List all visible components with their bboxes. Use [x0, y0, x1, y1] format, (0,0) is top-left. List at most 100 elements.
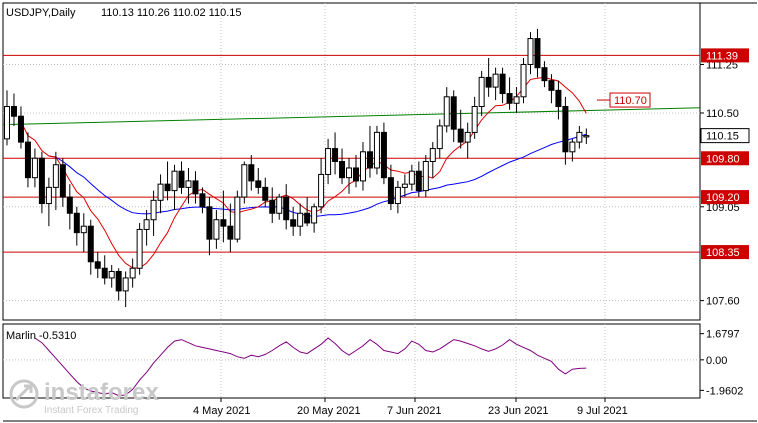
- candle[interactable]: [527, 32, 534, 75]
- level-label: 111.39: [701, 48, 749, 63]
- candle-body: [283, 196, 290, 221]
- candle[interactable]: [429, 142, 436, 178]
- moving-averages: [20, 76, 587, 269]
- candle[interactable]: [122, 271, 129, 308]
- candle[interactable]: [541, 61, 548, 88]
- candle[interactable]: [45, 177, 52, 227]
- candle[interactable]: [31, 148, 38, 188]
- candle[interactable]: [164, 161, 171, 201]
- candle[interactable]: [234, 190, 241, 243]
- candle[interactable]: [269, 187, 276, 223]
- candle[interactable]: [506, 77, 513, 110]
- candle[interactable]: [206, 197, 213, 256]
- candles[interactable]: [4, 28, 590, 308]
- candle[interactable]: [73, 206, 80, 246]
- candle[interactable]: [241, 161, 248, 204]
- candle[interactable]: [192, 171, 199, 204]
- candle[interactable]: [157, 174, 164, 214]
- candle[interactable]: [94, 252, 101, 278]
- candle[interactable]: [143, 210, 150, 246]
- candle[interactable]: [283, 184, 290, 230]
- candle[interactable]: [339, 148, 346, 185]
- candle[interactable]: [520, 57, 527, 104]
- candle[interactable]: [436, 119, 443, 159]
- candle[interactable]: [387, 164, 394, 211]
- candle[interactable]: [220, 190, 227, 243]
- candle[interactable]: [359, 142, 366, 191]
- candle[interactable]: [24, 132, 31, 188]
- candle[interactable]: [478, 70, 485, 117]
- candle[interactable]: [171, 164, 178, 211]
- candle[interactable]: [297, 203, 304, 236]
- candle[interactable]: [4, 90, 10, 146]
- candle[interactable]: [311, 203, 318, 233]
- candle[interactable]: [115, 268, 122, 301]
- candle[interactable]: [136, 222, 143, 275]
- candle[interactable]: [415, 161, 422, 198]
- candle[interactable]: [304, 197, 311, 227]
- candle[interactable]: [443, 87, 450, 133]
- candle[interactable]: [318, 158, 325, 214]
- candle[interactable]: [450, 90, 457, 143]
- candle[interactable]: [555, 80, 562, 120]
- candle[interactable]: [87, 219, 94, 275]
- candle-body: [555, 89, 562, 108]
- candle[interactable]: [583, 128, 590, 145]
- candle[interactable]: [548, 74, 555, 104]
- candle[interactable]: [394, 180, 401, 214]
- candle[interactable]: [373, 125, 380, 175]
- candle[interactable]: [66, 184, 73, 230]
- candle[interactable]: [290, 206, 297, 236]
- candle[interactable]: [262, 177, 269, 207]
- candle[interactable]: [59, 158, 66, 207]
- candle[interactable]: [199, 187, 206, 214]
- candle[interactable]: [422, 155, 429, 198]
- candle[interactable]: [101, 255, 108, 285]
- candle[interactable]: [380, 122, 387, 185]
- candle[interactable]: [499, 67, 506, 104]
- candle[interactable]: [569, 138, 576, 162]
- candle[interactable]: [576, 125, 583, 149]
- candle[interactable]: [52, 151, 59, 211]
- candle[interactable]: [227, 203, 234, 253]
- candle[interactable]: [513, 87, 520, 113]
- candle[interactable]: [366, 125, 373, 178]
- candle[interactable]: [248, 155, 255, 191]
- candle[interactable]: [80, 213, 87, 253]
- candle[interactable]: [38, 151, 45, 214]
- candle[interactable]: [255, 167, 262, 194]
- candle[interactable]: [17, 106, 24, 149]
- candle-body: [527, 38, 534, 65]
- candle-body: [171, 170, 178, 192]
- candle[interactable]: [408, 164, 415, 191]
- candle-body: [562, 106, 569, 153]
- candle[interactable]: [346, 158, 353, 194]
- candle-body: [52, 164, 59, 188]
- candle[interactable]: [464, 122, 471, 159]
- candle[interactable]: [325, 138, 332, 185]
- candle[interactable]: [178, 161, 185, 194]
- candle-body: [24, 141, 31, 179]
- candle[interactable]: [562, 96, 569, 165]
- candle[interactable]: [401, 174, 408, 198]
- candle-body: [422, 161, 429, 192]
- candle[interactable]: [185, 167, 192, 204]
- indicator-label: Marlin -0.5310: [6, 330, 76, 342]
- candle[interactable]: [471, 96, 478, 139]
- candle[interactable]: [534, 28, 541, 78]
- candle[interactable]: [353, 155, 359, 188]
- candle[interactable]: [129, 258, 136, 288]
- candle[interactable]: [492, 67, 499, 101]
- x-tick-label: 20 May 2021: [297, 405, 361, 417]
- candle[interactable]: [276, 193, 283, 220]
- candle-body: [548, 80, 555, 91]
- candle[interactable]: [213, 210, 220, 249]
- candle-body: [429, 148, 436, 162]
- candle-body: [583, 135, 590, 138]
- candle[interactable]: [485, 57, 492, 97]
- candle[interactable]: [150, 190, 157, 236]
- candle[interactable]: [10, 93, 17, 126]
- candle[interactable]: [108, 265, 115, 288]
- candle[interactable]: [457, 109, 464, 149]
- candle[interactable]: [332, 132, 339, 175]
